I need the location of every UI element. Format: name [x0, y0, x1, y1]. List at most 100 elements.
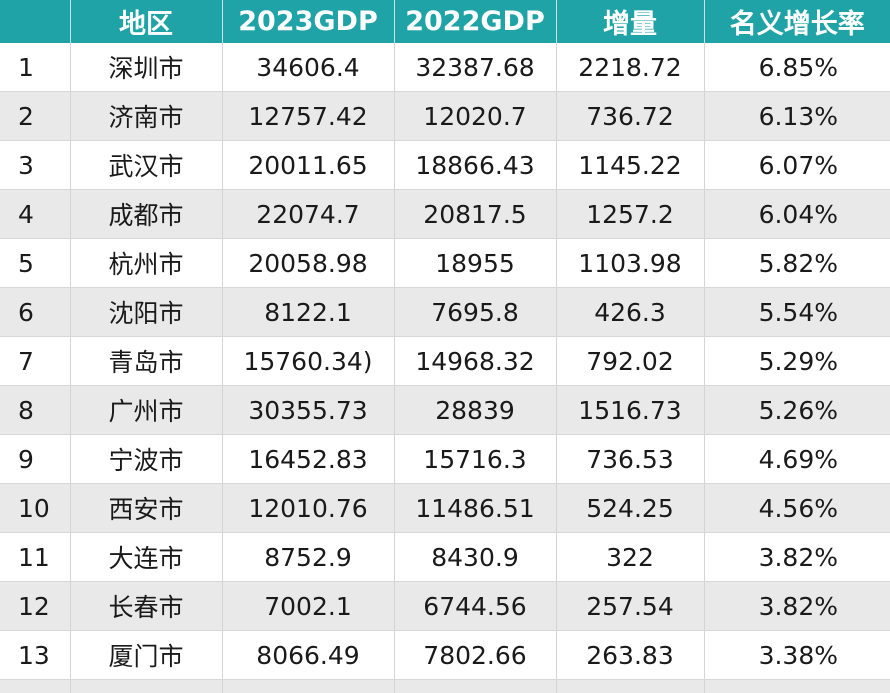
header-nominal-growth: 名义增长率 [704, 0, 890, 43]
growth-rate-cell: 6.85% [704, 43, 890, 92]
gdp-2023-cell: 7002.1 [222, 581, 395, 631]
empty-cell [70, 679, 223, 693]
gdp-2023-cell: 12010.76 [222, 483, 395, 533]
increase-cell: 426.3 [556, 287, 705, 337]
rank-cell: 9 [0, 434, 71, 484]
table-row: 8 广州市 30355.73 28839 1516.73 5.26% [0, 385, 890, 435]
increase-cell: 263.83 [556, 630, 705, 680]
growth-rate-cell: 4.56% [704, 483, 890, 533]
increase-cell: 1257.2 [556, 189, 705, 239]
gdp-2023-cell: 20058.98 [222, 238, 395, 288]
gdp-2023-cell: 8752.9 [222, 532, 395, 582]
table-row: 4 成都市 22074.7 20817.5 1257.2 6.04% [0, 189, 890, 239]
gdp-2023-cell: 22074.7 [222, 189, 395, 239]
region-cell: 大连市 [70, 532, 223, 582]
growth-rate-cell: 3.38% [704, 630, 890, 680]
gdp-2022-cell: 6744.56 [394, 581, 557, 631]
gdp-2022-cell: 8430.9 [394, 532, 557, 582]
gdp-2023-cell: 34606.4 [222, 43, 395, 92]
table-row: 9 宁波市 16452.83 15716.3 736.53 4.69% [0, 434, 890, 484]
table-row: 3 武汉市 20011.65 18866.43 1145.22 6.07% [0, 140, 890, 190]
region-cell: 深圳市 [70, 43, 223, 92]
increase-cell: 1145.22 [556, 140, 705, 190]
table-row: 13 厦门市 8066.49 7802.66 263.83 3.38% [0, 630, 890, 680]
rank-cell: 11 [0, 532, 71, 582]
growth-rate-cell: 6.04% [704, 189, 890, 239]
table-row: 12 长春市 7002.1 6744.56 257.54 3.82% [0, 581, 890, 631]
increase-cell: 736.53 [556, 434, 705, 484]
gdp-2023-cell: 12757.42 [222, 91, 395, 141]
gdp-2022-cell: 12020.7 [394, 91, 557, 141]
region-cell: 济南市 [70, 91, 223, 141]
region-cell: 长春市 [70, 581, 223, 631]
table-row: 11 大连市 8752.9 8430.9 322 3.82% [0, 532, 890, 582]
rank-cell: 5 [0, 238, 71, 288]
gdp-2023-cell: 8066.49 [222, 630, 395, 680]
growth-rate-cell: 5.26% [704, 385, 890, 435]
increase-cell: 736.72 [556, 91, 705, 141]
header-row: 地区 2023GDP 2022GDP 增量 名义增长率 [0, 0, 890, 43]
empty-cell [394, 679, 557, 693]
empty-cell [556, 679, 705, 693]
region-cell: 沈阳市 [70, 287, 223, 337]
gdp-2022-cell: 11486.51 [394, 483, 557, 533]
region-cell: 武汉市 [70, 140, 223, 190]
region-cell: 青岛市 [70, 336, 223, 386]
region-cell: 成都市 [70, 189, 223, 239]
region-cell: 厦门市 [70, 630, 223, 680]
header-region: 地区 [70, 0, 223, 43]
increase-cell: 2218.72 [556, 43, 705, 92]
empty-cell [0, 679, 71, 693]
gdp-2022-cell: 28839 [394, 385, 557, 435]
table-row: 10 西安市 12010.76 11486.51 524.25 4.56% [0, 483, 890, 533]
increase-cell: 524.25 [556, 483, 705, 533]
rank-cell: 3 [0, 140, 71, 190]
header-increase: 增量 [556, 0, 705, 43]
region-cell: 杭州市 [70, 238, 223, 288]
table-row: 1 深圳市 34606.4 32387.68 2218.72 6.85% [0, 43, 890, 92]
growth-rate-cell: 6.13% [704, 91, 890, 141]
increase-cell: 257.54 [556, 581, 705, 631]
gdp-2023-cell: 30355.73 [222, 385, 395, 435]
gdp-2023-cell: 20011.65 [222, 140, 395, 190]
table-row: 6 沈阳市 8122.1 7695.8 426.3 5.54% [0, 287, 890, 337]
growth-rate-cell: 4.69% [704, 434, 890, 484]
gdp-2022-cell: 32387.68 [394, 43, 557, 92]
growth-rate-cell: 5.54% [704, 287, 890, 337]
table-body: 1 深圳市 34606.4 32387.68 2218.72 6.85% 2 济… [0, 43, 890, 693]
gdp-2022-cell: 18955 [394, 238, 557, 288]
table-row: 2 济南市 12757.42 12020.7 736.72 6.13% [0, 91, 890, 141]
table-row: 7 青岛市 15760.34) 14968.32 792.02 5.29% [0, 336, 890, 386]
gdp-2023-cell: 16452.83 [222, 434, 395, 484]
gdp-2023-cell: 8122.1 [222, 287, 395, 337]
increase-cell: 792.02 [556, 336, 705, 386]
header-gdp-2023: 2023GDP [222, 0, 395, 43]
cut-off-row [0, 679, 890, 693]
rank-cell: 10 [0, 483, 71, 533]
empty-cell [222, 679, 395, 693]
growth-rate-cell: 5.82% [704, 238, 890, 288]
gdp-2022-cell: 15716.3 [394, 434, 557, 484]
region-cell: 广州市 [70, 385, 223, 435]
growth-rate-cell: 3.82% [704, 532, 890, 582]
rank-cell: 12 [0, 581, 71, 631]
gdp-2022-cell: 18866.43 [394, 140, 557, 190]
gdp-2022-cell: 20817.5 [394, 189, 557, 239]
growth-rate-cell: 6.07% [704, 140, 890, 190]
rank-cell: 2 [0, 91, 71, 141]
rank-cell: 1 [0, 43, 71, 92]
gdp-2023-cell: 15760.34) [222, 336, 395, 386]
gdp-2022-cell: 7695.8 [394, 287, 557, 337]
header-gdp-2022: 2022GDP [394, 0, 557, 43]
rank-cell: 4 [0, 189, 71, 239]
region-cell: 西安市 [70, 483, 223, 533]
table-row: 5 杭州市 20058.98 18955 1103.98 5.82% [0, 238, 890, 288]
increase-cell: 322 [556, 532, 705, 582]
growth-rate-cell: 3.82% [704, 581, 890, 631]
rank-cell: 13 [0, 630, 71, 680]
region-cell: 宁波市 [70, 434, 223, 484]
gdp-2022-cell: 14968.32 [394, 336, 557, 386]
rank-cell: 8 [0, 385, 71, 435]
rank-cell: 6 [0, 287, 71, 337]
